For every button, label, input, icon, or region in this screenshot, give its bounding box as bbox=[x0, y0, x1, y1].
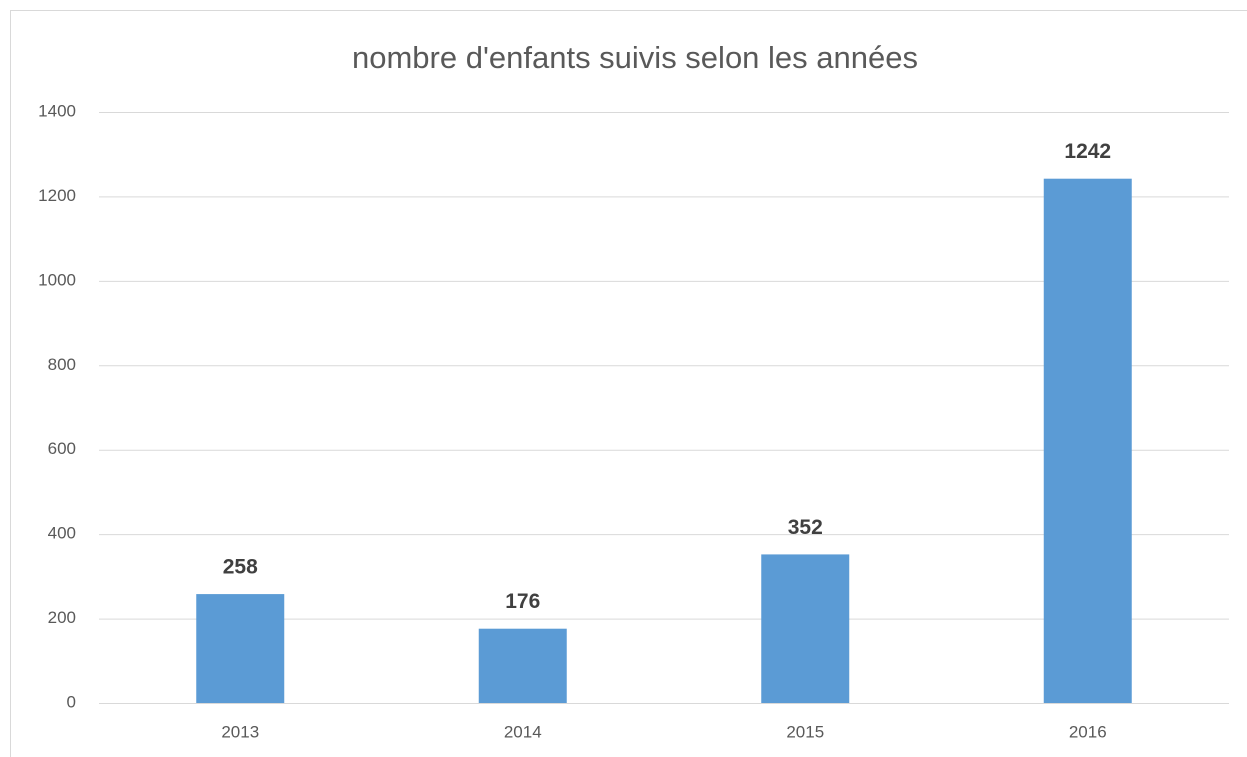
y-tick-label: 0 bbox=[67, 692, 76, 711]
chart-title: nombre d'enfants suivis selon les années bbox=[352, 40, 918, 75]
bar bbox=[1043, 178, 1132, 703]
x-tick-label: 2014 bbox=[504, 722, 542, 741]
y-tick-label: 600 bbox=[48, 439, 76, 458]
x-tick-label: 2015 bbox=[786, 722, 824, 741]
y-tick-label: 400 bbox=[48, 524, 76, 543]
y-tick-label: 200 bbox=[48, 608, 76, 627]
y-tick-label: 1200 bbox=[38, 186, 76, 205]
data-label: 352 bbox=[788, 516, 823, 539]
data-label: 176 bbox=[505, 590, 540, 613]
bar bbox=[196, 594, 285, 703]
bar bbox=[761, 554, 850, 703]
y-tick-label: 1400 bbox=[38, 101, 76, 120]
bar bbox=[478, 628, 567, 703]
x-tick-label: 2016 bbox=[1069, 722, 1107, 741]
data-label: 1242 bbox=[1064, 140, 1111, 163]
data-label: 258 bbox=[223, 556, 258, 579]
y-tick-label: 800 bbox=[48, 355, 76, 374]
x-tick-label: 2013 bbox=[221, 722, 259, 741]
y-tick-label: 1000 bbox=[38, 270, 76, 289]
